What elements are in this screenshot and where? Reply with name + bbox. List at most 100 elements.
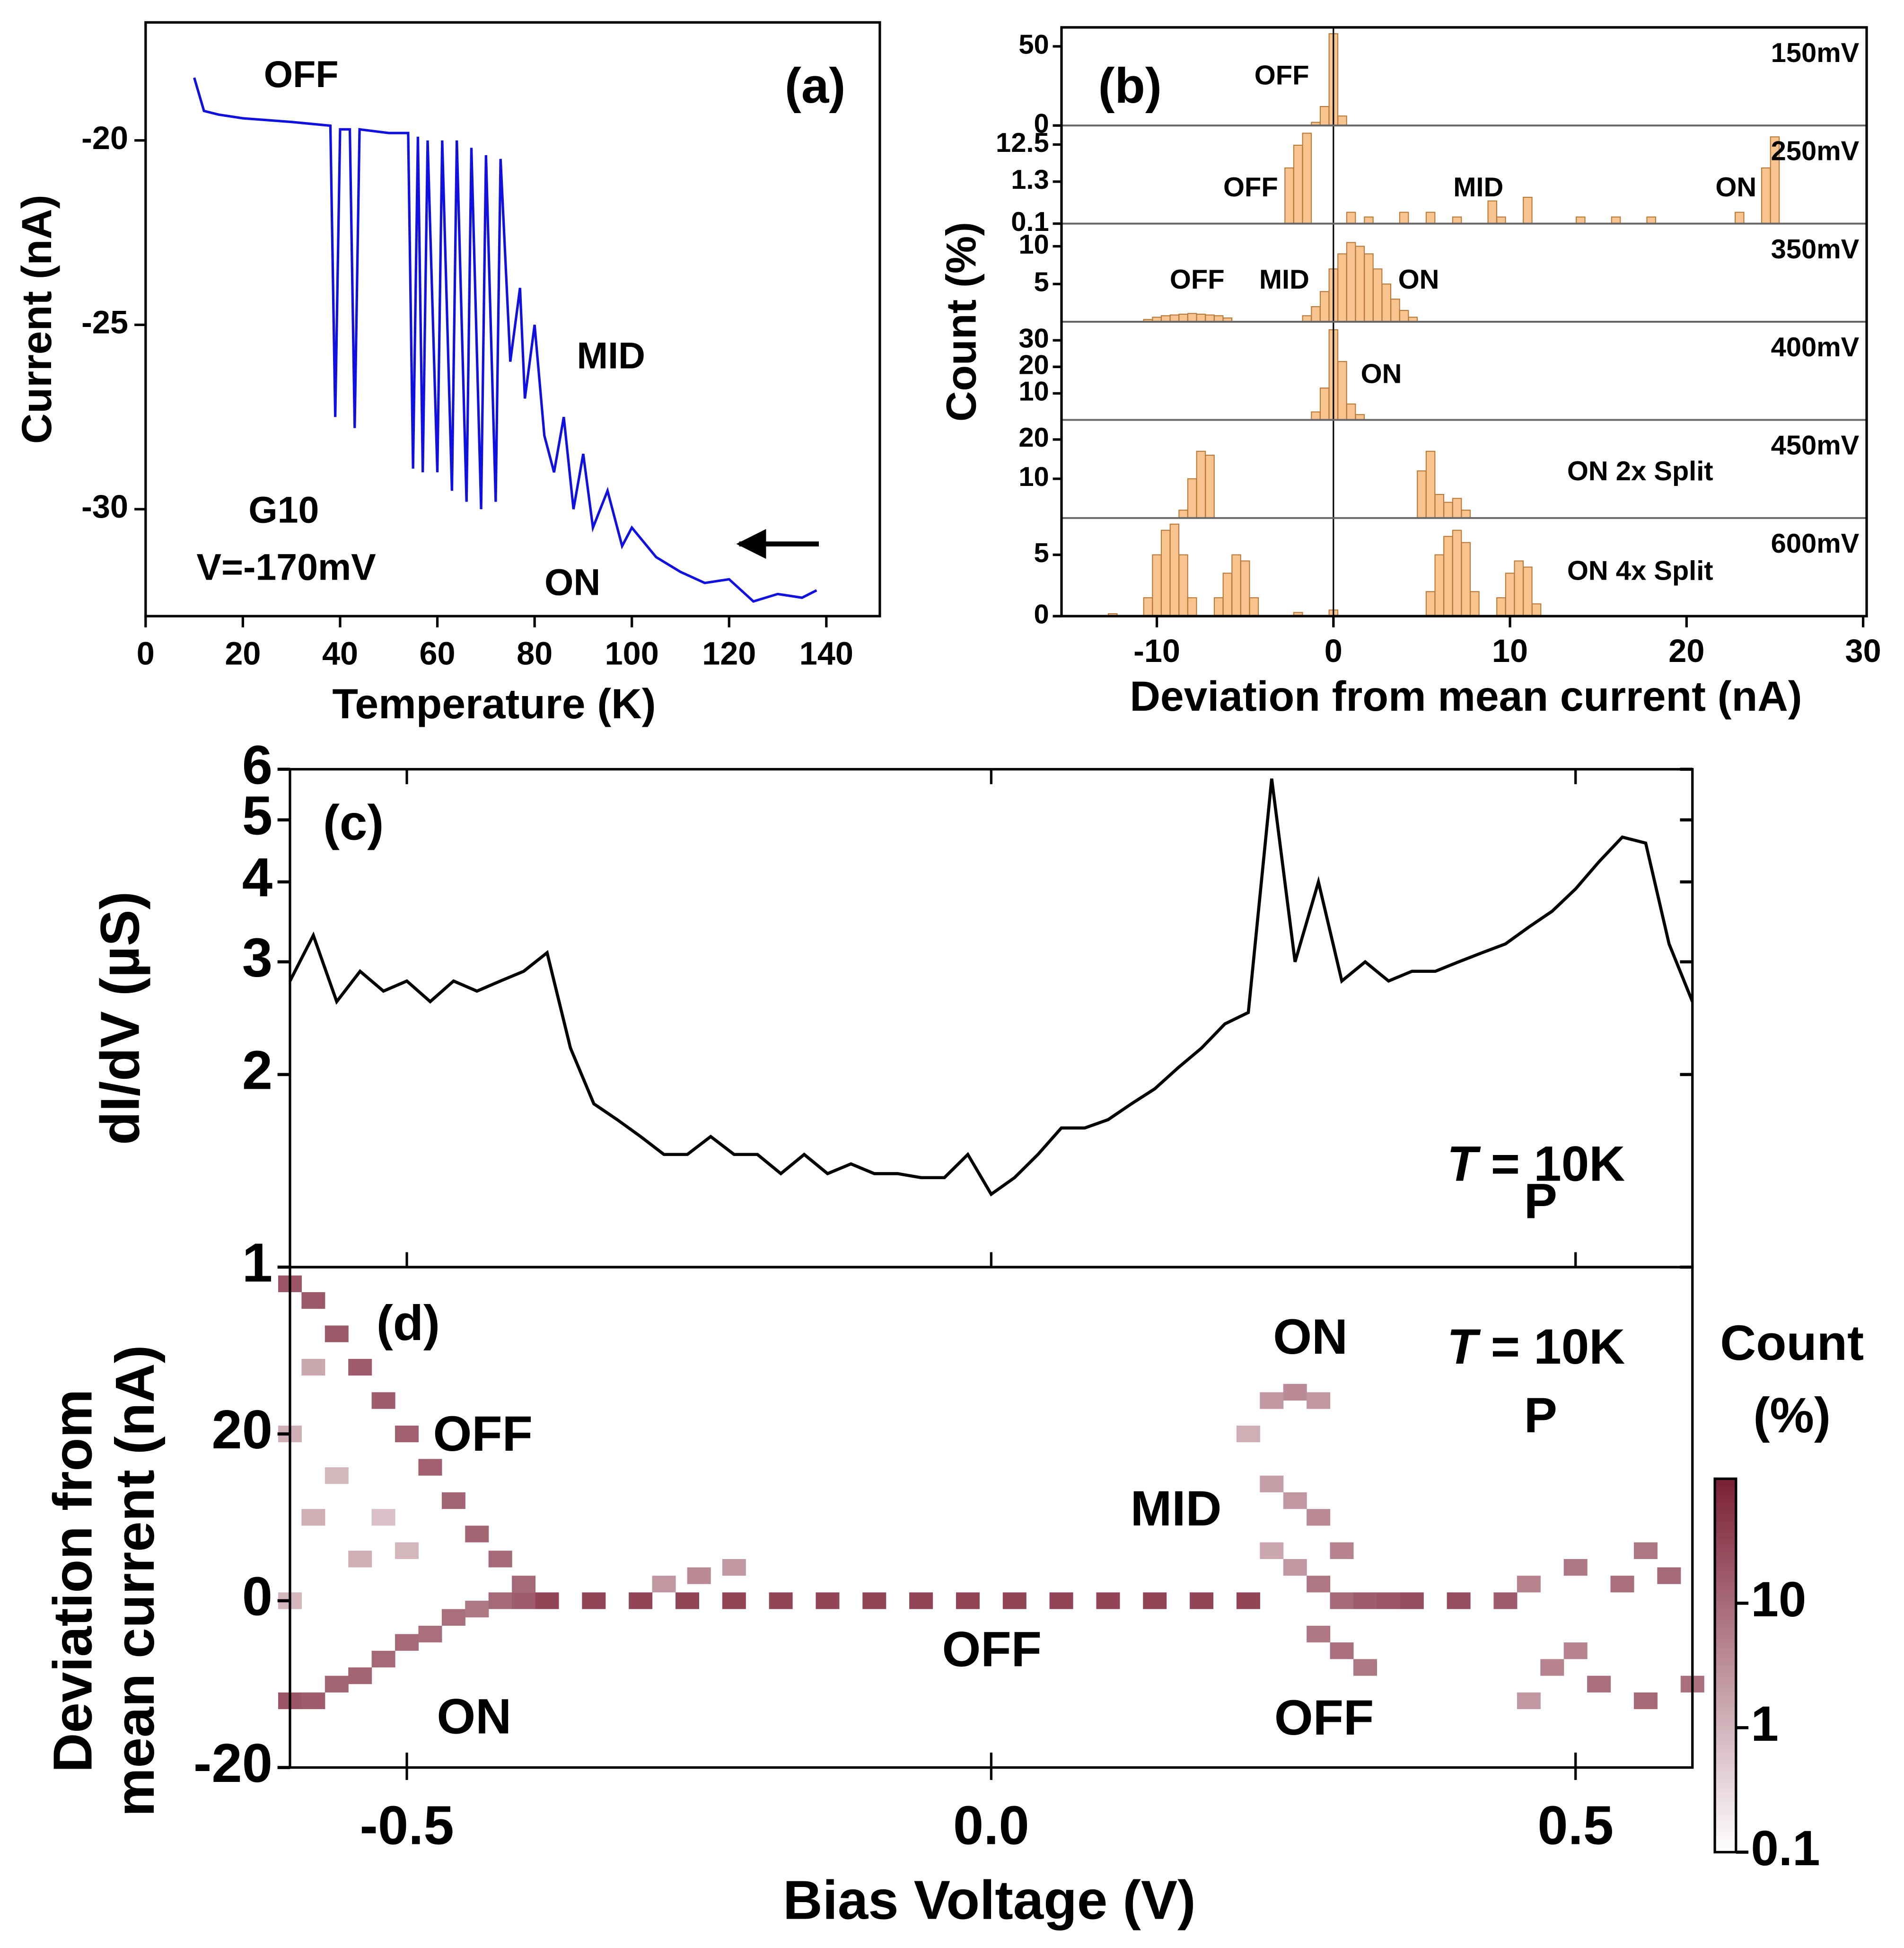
panel-label: (d): [377, 1296, 440, 1351]
bar: [1302, 132, 1312, 224]
heat-cell: [1563, 1559, 1588, 1576]
bar: [1231, 554, 1241, 617]
heat-cell: [418, 1625, 442, 1643]
bar: [1169, 314, 1180, 323]
y-tick-label: 5: [1034, 538, 1049, 568]
y-tick-label: 0: [1034, 599, 1049, 629]
heat-cell: [1307, 1392, 1331, 1409]
heat-cell: [1400, 1592, 1424, 1609]
y-axis-label: mean current (nA): [104, 1345, 166, 1817]
bar: [1284, 167, 1294, 224]
bar: [1434, 494, 1445, 519]
colorbar-tick-label: 10: [1751, 1572, 1806, 1627]
heat-cell: [1563, 1642, 1588, 1659]
heat-cell: [956, 1592, 980, 1609]
annotation: ON: [437, 1689, 511, 1744]
y-axis-label: Count (%): [937, 222, 984, 422]
y-tick-label: 6: [242, 734, 272, 795]
heat-cell: [325, 1467, 349, 1484]
y-tick-label: 10: [1018, 377, 1049, 407]
bar: [1311, 306, 1321, 323]
bar: [1196, 314, 1206, 323]
heat-cell: [301, 1292, 325, 1309]
bar: [1487, 200, 1498, 224]
y-tick-label: 2: [242, 1040, 272, 1101]
x-axis-label: Deviation from mean current (nA): [1130, 672, 1802, 720]
bar: [1514, 560, 1524, 617]
annotation: MID: [577, 335, 645, 376]
bar: [1576, 216, 1586, 224]
y-tick-label: -20: [81, 120, 128, 156]
bar: [1187, 597, 1197, 617]
heat-cell: [348, 1551, 372, 1568]
heat-cell: [1260, 1392, 1284, 1409]
heat-cell: [1633, 1692, 1658, 1710]
bar: [1222, 573, 1233, 617]
heat-cell: [325, 1325, 349, 1342]
annotation: T: [1447, 1319, 1481, 1375]
heat-cell: [535, 1592, 559, 1609]
heat-cell: [1260, 1542, 1284, 1559]
heat-cell: [1307, 1576, 1331, 1593]
panel-label: (c): [323, 795, 384, 851]
bar: [1337, 253, 1347, 323]
bar: [1169, 523, 1180, 617]
annotation: OFF: [942, 1622, 1041, 1677]
bar: [1505, 573, 1515, 617]
annotation: P: [1524, 1388, 1557, 1443]
heat-cell: [862, 1592, 886, 1609]
bar: [1399, 212, 1409, 224]
heat-cell: [1330, 1592, 1354, 1609]
heat-cell: [301, 1509, 325, 1526]
annotation: = 10K: [1491, 1136, 1625, 1191]
heat-cell: [301, 1358, 325, 1376]
heat-cell: [1283, 1384, 1307, 1401]
heat-cell: [465, 1525, 489, 1543]
y-tick-label: 3: [242, 926, 272, 988]
y-tick-label: 0.1: [1011, 207, 1049, 237]
y-tick-label: 1: [242, 1232, 272, 1294]
annotation: V=-170mV: [196, 546, 376, 588]
y-tick-label: 0: [242, 1566, 272, 1627]
bar: [1364, 216, 1374, 224]
heat-cell: [1283, 1492, 1307, 1509]
bar: [1337, 361, 1347, 421]
colorbar: [1713, 1477, 1737, 1854]
bar: [1372, 268, 1383, 323]
y-tick-label: 0: [1034, 109, 1049, 139]
bar: [1496, 216, 1506, 224]
bar: [1178, 554, 1188, 617]
x-tick-label: 140: [799, 635, 853, 671]
x-tick-label: 10: [1492, 633, 1528, 669]
bar: [1143, 597, 1153, 617]
bar: [1178, 510, 1188, 519]
bar: [1355, 246, 1365, 323]
y-tick-label: 12.5: [996, 128, 1049, 158]
annotation: OFF: [264, 53, 339, 95]
annotation: MID: [1131, 1481, 1222, 1536]
bar: [1187, 478, 1197, 519]
heat-cell: [1143, 1592, 1167, 1609]
panel-label: (b): [1098, 58, 1162, 114]
bar: [1611, 216, 1621, 224]
bar: [1205, 455, 1215, 519]
annotation: ON: [1361, 359, 1402, 389]
annotation: T: [1447, 1136, 1481, 1191]
bar: [1319, 388, 1330, 421]
panel-value: 250mV: [1771, 136, 1860, 166]
heat-cell: [418, 1459, 442, 1476]
annotation: MID: [1453, 172, 1503, 203]
bar: [1425, 591, 1436, 617]
y-tick-label: 30: [1018, 324, 1049, 354]
data-line: [193, 77, 817, 603]
heat-cell: [395, 1542, 419, 1559]
y-tick-label: 5: [1034, 267, 1049, 298]
heat-cell: [395, 1634, 419, 1651]
bar: [1187, 313, 1197, 323]
bar: [1319, 291, 1330, 323]
x-tick-label: 20: [225, 635, 261, 671]
y-tick-label: 20: [1018, 350, 1049, 380]
y-tick-label: 1.3: [1011, 165, 1049, 195]
bar: [1311, 411, 1321, 421]
bar: [1452, 216, 1462, 224]
